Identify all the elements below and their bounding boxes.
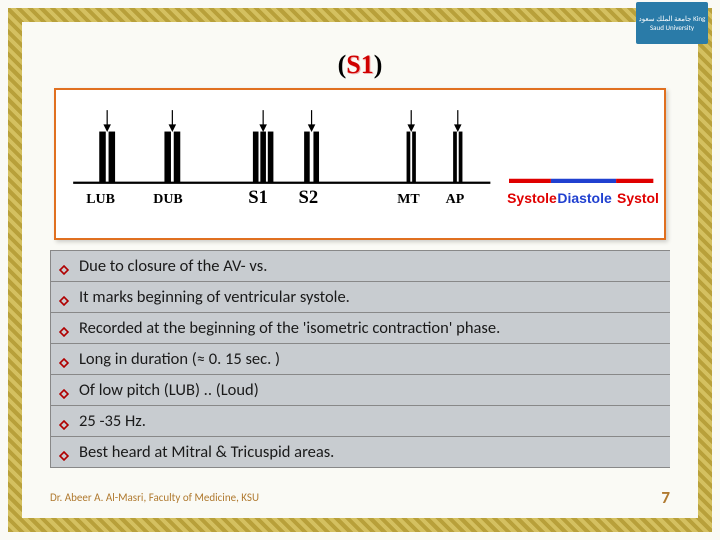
fact-text: Of low pitch (LUB) .. (Loud) [79, 380, 259, 400]
title-paren-open: ( [338, 50, 347, 79]
slide-number: 7 [661, 487, 670, 508]
fact-text: It marks beginning of ventricular systol… [79, 287, 350, 307]
title-text: S1 [346, 50, 373, 79]
bullet-icon [59, 323, 69, 333]
fact-row: Long in duration (≈ 0. 15 sec. ) [51, 344, 670, 375]
title-paren-close: ) [374, 50, 383, 79]
slide-border: (S1) LUBDUBS1S2MTAPSystoleDiastoleSystol… [8, 8, 712, 532]
fact-text: Due to closure of the AV- vs. [79, 256, 267, 276]
bullet-icon [59, 416, 69, 426]
svg-text:AP: AP [446, 192, 465, 207]
footer-author: Dr. Abeer A. Al-Masri, Faculty of Medici… [50, 491, 259, 504]
svg-text:Systole: Systole [617, 190, 658, 206]
heart-sounds-figure: LUBDUBS1S2MTAPSystoleDiastoleSystole [54, 88, 666, 240]
fact-row: 25 -35 Hz. [51, 406, 670, 437]
fact-row: It marks beginning of ventricular systol… [51, 282, 670, 313]
fact-text: Best heard at Mitral & Tricuspid areas. [79, 442, 334, 462]
svg-text:DUB: DUB [153, 192, 182, 207]
slide-title: (S1) [22, 50, 698, 80]
fact-text: 25 -35 Hz. [79, 411, 146, 431]
bullet-icon [59, 447, 69, 457]
figure-svg: LUBDUBS1S2MTAPSystoleDiastoleSystole [62, 96, 658, 236]
svg-text:S1: S1 [248, 187, 268, 208]
ksu-logo: جامعة الملك سعود King Saud University [636, 2, 708, 44]
svg-text:MT: MT [397, 192, 420, 207]
bullet-icon [59, 385, 69, 395]
svg-text:LUB: LUB [86, 192, 115, 207]
fact-row: Of low pitch (LUB) .. (Loud) [51, 375, 670, 406]
logo-text: جامعة الملك سعود King Saud University [636, 14, 708, 32]
facts-table: Due to closure of the AV- vs. It marks be… [50, 250, 670, 468]
svg-text:S2: S2 [299, 187, 319, 208]
bullet-icon [59, 261, 69, 271]
bullet-icon [59, 354, 69, 364]
fact-row: Best heard at Mitral & Tricuspid areas. [51, 437, 670, 468]
svg-text:Systole: Systole [507, 190, 557, 206]
svg-text:Diastole: Diastole [557, 190, 612, 206]
fact-row: Due to closure of the AV- vs. [51, 251, 670, 282]
bullet-icon [59, 292, 69, 302]
fact-text: Recorded at the beginning of the 'isomet… [79, 318, 500, 338]
fact-text: Long in duration (≈ 0. 15 sec. ) [79, 349, 280, 369]
fact-row: Recorded at the beginning of the 'isomet… [51, 313, 670, 344]
